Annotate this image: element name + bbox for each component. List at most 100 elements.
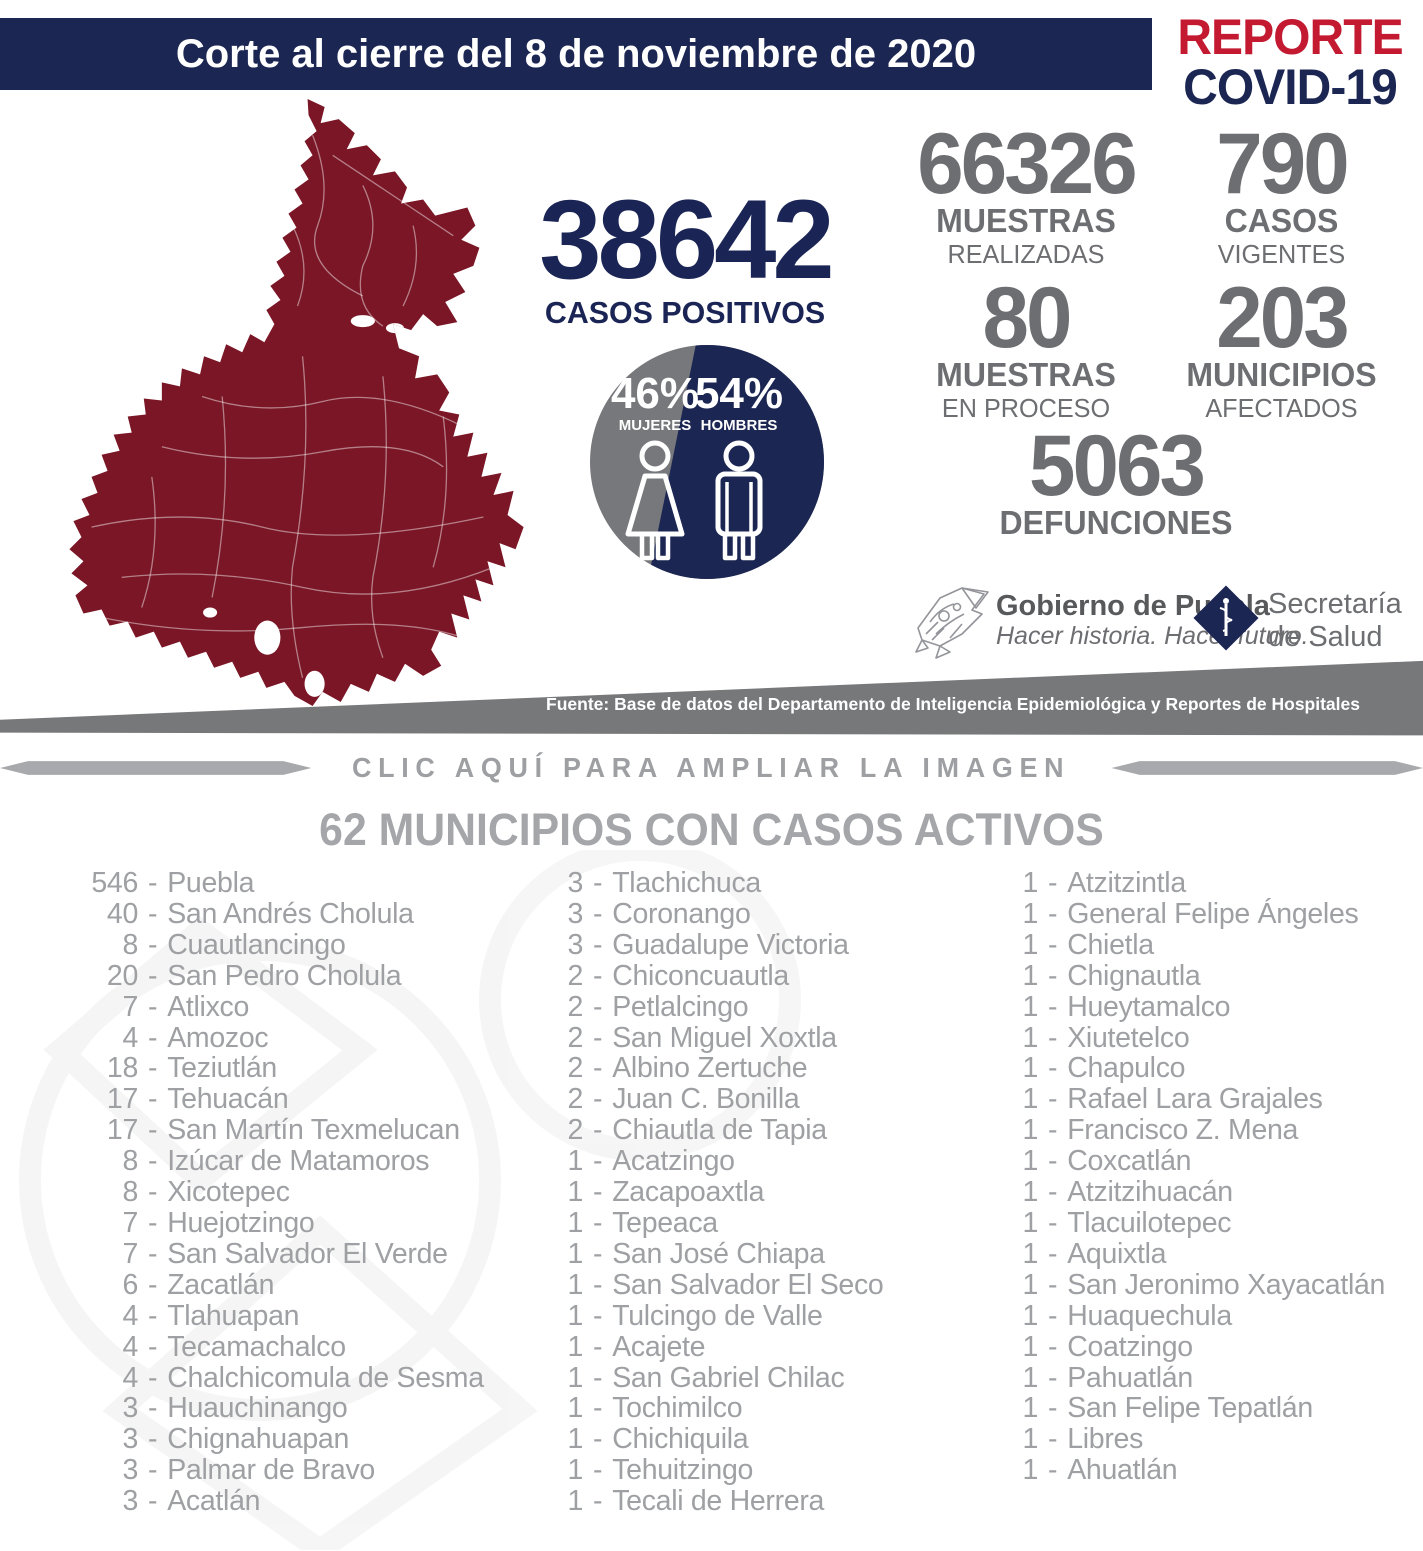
municipality-name: Libres [1067,1423,1144,1456]
list-item: 17- San Martín Texmelucan [70,1115,510,1146]
expand-image-cta[interactable]: CLIC AQUÍ PARA AMPLIAR LA IMAGEN [352,752,1071,783]
list-item: 1- Tlacuilotepec [970,1208,1423,1239]
municipality-name: San Miguel Xoxtla [612,1021,837,1054]
case-count: 1 [1022,1392,1038,1425]
gobierno-puebla-emblem-icon [915,587,989,659]
list-item: 2- Chiconcuautla [515,959,960,992]
list-item: 1- Huaquechula [970,1299,1423,1332]
case-count: 1 [567,1206,583,1239]
dash-separator: - [593,1237,603,1270]
dash-separator: - [593,1392,603,1425]
municipality-name: Hueytamalco [1067,990,1231,1023]
list-item: 8- Cuautlancingo [70,929,510,961]
case-count: 1 [1022,1299,1038,1332]
municipality-name: Atzitzihuacán [1067,1176,1233,1209]
list-item: 1- Francisco Z. Mena [970,1115,1423,1146]
list-item: 2- Petlalcingo [515,991,960,1023]
municipality-name: Tochimilco [612,1392,743,1425]
municipality-name: Zacatlán [167,1268,275,1301]
stat-muestras-en-proceso: 80 MUESTRAS EN PROCESO [880,270,1172,424]
case-count: 1 [1022,1145,1038,1178]
municipality-name: General Felipe Ángeles [1067,897,1359,930]
dash-separator: - [593,1299,603,1332]
case-count: 1 [1022,1361,1038,1394]
report-logo-line1: REPORTE [1177,9,1403,65]
case-count: 3 [567,867,583,899]
dash-separator: - [593,1206,603,1239]
municipality-name: Amozoc [167,1021,269,1054]
dash-separator: - [1048,1454,1058,1487]
list-item: 1- Tulcingo de Valle [515,1299,960,1332]
stat-label: DEFUNCIONES [999,504,1233,542]
dash-separator: - [148,1423,158,1456]
list-item: 7- Huejotzingo [70,1208,510,1239]
case-count: 1 [1022,1330,1038,1363]
municipality-name: San Jeronimo Xayacatlán [1067,1268,1386,1301]
dash-separator: - [1048,1237,1058,1270]
list-item: 20- San Pedro Cholula [70,959,510,992]
case-count: 1 [1022,1206,1038,1239]
case-count: 7 [122,1206,138,1239]
case-count: 1 [567,1485,583,1518]
dash-separator: - [148,1330,158,1363]
man-icon [715,440,763,561]
municipality-name: Huejotzingo [167,1206,315,1239]
dash-separator: - [1048,1299,1058,1332]
list-item: 2- San Miguel Xoxtla [515,1021,960,1054]
municipality-name: Tlahuapan [167,1299,300,1332]
municipality-name: San Pedro Cholula [167,959,402,992]
dash-separator: - [148,1454,158,1487]
dash-separator: - [148,1361,158,1394]
dash-separator: - [1048,1114,1058,1147]
case-count: 1 [1022,1454,1038,1487]
municipality-name: Chignautla [1067,959,1201,992]
list-item: 1- Tecali de Herrera [515,1486,960,1517]
dash-separator: - [148,1145,158,1178]
case-count: 1 [1022,867,1038,899]
case-count: 2 [567,1021,583,1054]
municipality-name: Acatlán [167,1485,261,1518]
dash-separator: - [148,1206,158,1239]
list-item: 4- Tlahuapan [70,1299,510,1332]
stat-sublabel: EN PROCESO [941,393,1111,424]
municipality-name: Teziutlán [167,1052,277,1085]
stat-value: 80 [982,270,1073,366]
case-count: 1 [1022,1237,1038,1270]
stat-label: MUNICIPIOS [1186,356,1377,394]
case-count: 3 [122,1423,138,1456]
municipality-name: Atzitzintla [1067,867,1186,899]
municipality-name: Coxcatlán [1067,1145,1192,1178]
dash-separator: - [593,1454,603,1487]
municipality-name: Francisco Z. Mena [1067,1114,1299,1147]
dash-separator: - [148,1268,158,1301]
dash-separator: - [148,1052,158,1085]
dash-separator: - [148,1114,158,1147]
dash-separator: - [1048,928,1058,961]
list-item: 1- Coatzingo [970,1330,1423,1363]
case-count: 3 [567,928,583,961]
case-count: 1 [1022,897,1038,930]
dash-separator: - [148,1392,158,1425]
list-item: 1- Atzitzintla [970,868,1423,899]
list-item: 3- Guadalupe Victoria [515,928,960,961]
case-count: 2 [567,959,583,992]
municipality-name: Chiautla de Tapia [612,1114,827,1147]
list-item: 2- Chiautla de Tapia [515,1115,960,1146]
case-count: 1 [567,1237,583,1270]
case-count: 7 [122,1237,138,1270]
municipality-name: Tlachichuca [612,867,761,899]
list-item: 8- Xicotepec [70,1177,510,1208]
stat-label: MUESTRAS [936,356,1116,394]
municipality-name: San Salvador El Seco [612,1268,884,1301]
woman-icon [625,440,685,561]
dash-separator: - [1048,1176,1058,1209]
case-count: 40 [106,897,138,930]
case-count: 1 [1022,1052,1038,1085]
municipality-name: Aquixtla [1067,1237,1167,1270]
female-pct: 46% [611,369,699,418]
municipality-name: Acajete [612,1330,706,1363]
case-count: 1 [1022,990,1038,1023]
dash-separator: - [593,1021,603,1054]
case-count: 546 [91,867,138,899]
